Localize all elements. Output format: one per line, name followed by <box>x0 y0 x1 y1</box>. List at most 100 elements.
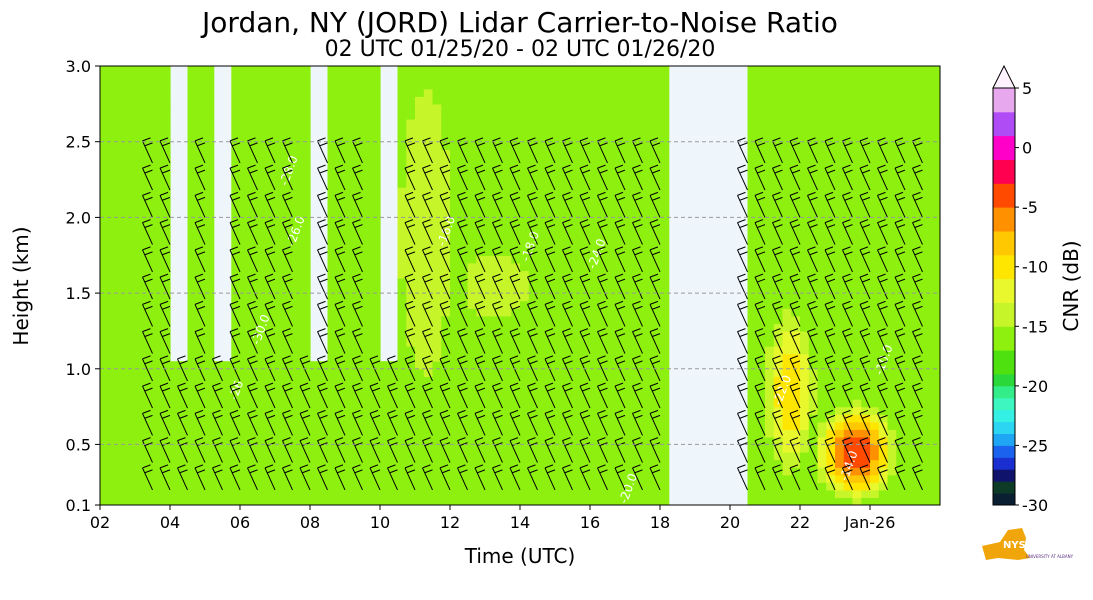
cnr-cell <box>213 391 224 400</box>
wind-barb <box>247 137 258 164</box>
cnr-cell <box>502 66 512 67</box>
cnr-cell <box>318 414 329 423</box>
cnr-cell <box>616 164 626 173</box>
cnr-cell <box>266 376 276 385</box>
cnr-cell <box>808 179 819 188</box>
cnr-cell <box>590 421 600 430</box>
cnr-cell <box>143 202 154 211</box>
cnr-cell <box>625 224 635 234</box>
cnr-cell <box>546 217 556 226</box>
cnr-cell <box>852 179 862 188</box>
cnr-cell <box>292 338 302 347</box>
cnr-cell <box>108 141 119 150</box>
cnr-cell <box>450 141 460 150</box>
cnr-cell <box>572 179 582 188</box>
cnr-cell <box>213 482 224 491</box>
wind-barb <box>177 464 188 491</box>
cnr-cell <box>642 81 652 90</box>
cnr-cell <box>598 444 609 453</box>
cnr-cell <box>581 172 591 181</box>
cnr-cell <box>135 224 145 234</box>
wind-barb <box>404 300 416 327</box>
cnr-cell <box>205 315 215 324</box>
cnr-cell <box>415 156 425 165</box>
cnr-cell <box>108 376 119 385</box>
cnr-cell <box>660 141 670 150</box>
wind-barb <box>282 219 293 245</box>
cnr-cell <box>100 406 110 415</box>
cnr-cell <box>292 459 302 468</box>
cnr-cell <box>520 315 530 324</box>
wind-barb <box>404 164 416 191</box>
cnr-cell <box>415 346 425 355</box>
cnr-cell <box>336 277 346 287</box>
cnr-cell <box>887 156 897 165</box>
cnr-cell <box>135 255 145 264</box>
cnr-cell <box>397 459 407 468</box>
wind-barb <box>229 409 241 436</box>
cnr-cell <box>240 255 250 264</box>
cnr-cell <box>388 489 399 499</box>
cnr-cell <box>616 391 626 400</box>
cnr-cell <box>108 489 119 499</box>
cnr-cell <box>187 315 197 324</box>
cnr-cell <box>213 429 224 438</box>
cnr-cell <box>485 103 495 112</box>
cnr-cell <box>537 444 547 453</box>
cnr-cell <box>870 240 880 249</box>
cnr-cell <box>152 452 162 461</box>
cnr-cell <box>415 293 425 302</box>
cnr-cell <box>502 383 512 393</box>
cnr-cell <box>196 489 206 499</box>
cnr-cell <box>371 330 381 340</box>
cnr-cell <box>441 255 451 264</box>
cnr-cell <box>782 323 792 332</box>
cnr-cell <box>476 240 486 249</box>
cnr-cell <box>257 459 267 468</box>
cnr-cell <box>642 126 652 135</box>
cnr-cell <box>546 497 556 505</box>
cnr-cell <box>135 103 145 112</box>
cnr-cell <box>485 262 495 271</box>
cnr-cell <box>371 134 381 143</box>
cnr-cell <box>170 489 180 499</box>
cnr-cell <box>415 179 425 188</box>
cnr-cell <box>572 202 582 211</box>
cnr-cell <box>922 141 932 150</box>
cnr-cell <box>100 353 110 362</box>
wind-barb <box>247 409 258 436</box>
cnr-cell <box>546 293 556 302</box>
cnr-cell <box>248 452 259 461</box>
cnr-cell <box>292 111 302 120</box>
cnr-cell <box>415 103 425 112</box>
cnr-cell <box>861 459 871 468</box>
cnr-cell <box>887 285 897 294</box>
cnr-cell <box>817 164 827 173</box>
wind-barb <box>177 355 188 382</box>
wind-barb <box>264 409 276 436</box>
cnr-cell <box>143 452 154 461</box>
cnr-cell <box>660 277 670 287</box>
cnr-cell <box>791 308 801 317</box>
cnr-cell <box>257 323 267 332</box>
cnr-cell <box>152 300 162 309</box>
cnr-cell <box>152 179 162 188</box>
cnr-cell <box>152 436 162 446</box>
cnr-cell <box>660 452 670 461</box>
cnr-cell <box>511 111 521 120</box>
cnr-cell <box>660 209 670 218</box>
cnr-cell <box>108 429 119 438</box>
cnr-cell <box>205 429 215 438</box>
cnr-cell <box>633 156 644 165</box>
cnr-cell <box>100 224 110 234</box>
cnr-cell <box>432 383 442 393</box>
cnr-cell <box>625 421 635 430</box>
cnr-cell <box>843 202 854 211</box>
cnr-cell <box>240 391 250 400</box>
cnr-cell <box>878 383 889 393</box>
cnr-cell <box>563 73 574 82</box>
cnr-cell <box>327 474 337 483</box>
cnr-cell <box>345 277 355 287</box>
cnr-cell <box>520 421 530 430</box>
